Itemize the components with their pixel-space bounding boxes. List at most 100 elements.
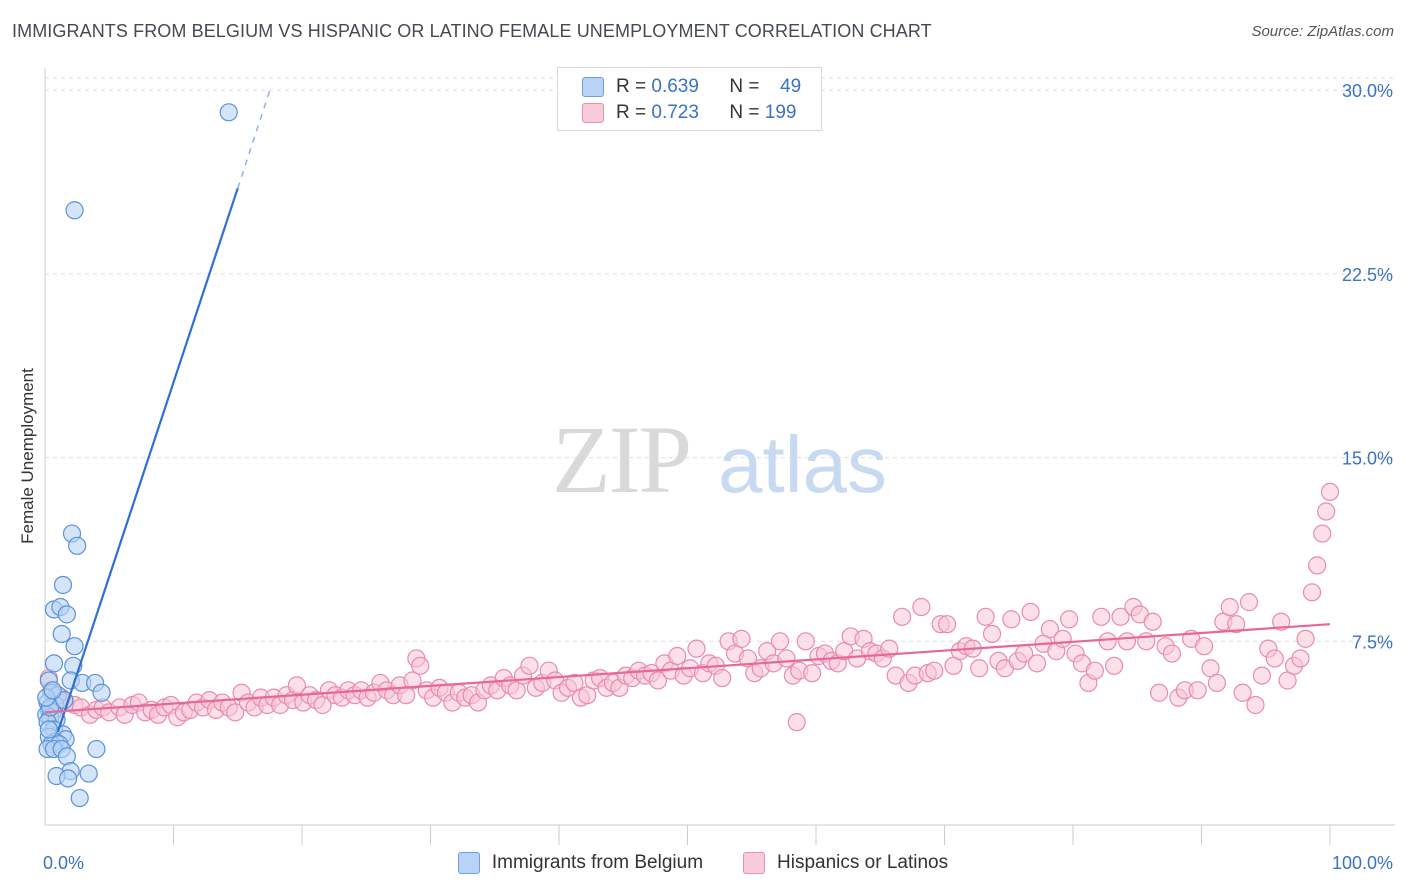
hispanic-point	[1317, 502, 1336, 521]
belgium-point	[79, 764, 98, 783]
belgium-point	[219, 103, 238, 122]
chart-title: IMMIGRANTS FROM BELGIUM VS HISPANIC OR L…	[12, 21, 932, 41]
belgium-point	[92, 683, 111, 702]
trend-lines	[44, 90, 1331, 733]
belgium-point	[39, 720, 58, 739]
hispanic-point	[1320, 482, 1340, 502]
belgium-point	[44, 654, 64, 673]
watermark-atlas: atlas	[718, 420, 887, 509]
hispanic-point	[1053, 629, 1072, 648]
legend-n-value: 49	[780, 76, 802, 97]
hispanic-point	[892, 607, 912, 626]
hispanic-point	[1313, 524, 1332, 543]
legend: R = 0.639 N = 49 R = 0.723 N = 199	[557, 67, 822, 131]
hispanic-point	[912, 597, 931, 617]
belgium-point	[65, 637, 84, 656]
series-name-hispanic: Hispanics or Latinos	[777, 852, 949, 873]
hispanic-point	[1143, 612, 1162, 631]
hispanic-point	[732, 629, 751, 648]
hispanic-point	[770, 632, 790, 651]
hispanic-point	[1149, 683, 1169, 702]
hispanic-point	[1105, 656, 1124, 675]
y-tick-label: 30.0%	[1342, 81, 1393, 101]
hispanic-point	[1040, 619, 1059, 639]
x-tick-label: 0.0%	[43, 853, 84, 873]
hispanic-point	[1246, 695, 1265, 715]
belgium-point	[57, 605, 76, 624]
legend-r-value: 0.723	[651, 102, 699, 123]
hispanic-point	[687, 639, 706, 658]
tick-labels: 7.5% 15.0% 22.5% 30.0% 0.0% 100.0%	[43, 81, 1393, 873]
watermark: ZIP atlas	[552, 406, 887, 513]
legend-r-label: R =	[616, 102, 647, 123]
hispanic-point	[1092, 607, 1111, 626]
legend-row-belgium: R = 0.639 N = 49	[582, 74, 801, 100]
hispanic-point	[1117, 632, 1137, 651]
hispanic-point	[1233, 683, 1252, 702]
belgium-point	[55, 690, 74, 710]
hispanic-point	[1002, 610, 1021, 629]
legend-n-label: N =	[729, 76, 760, 97]
hispanic-point	[1296, 629, 1315, 648]
belgium-point	[43, 681, 62, 700]
legend-r-label: R =	[616, 76, 647, 97]
legend-n-label: N =	[729, 102, 760, 123]
hispanic-point	[1239, 593, 1259, 612]
hispanic-points	[39, 482, 1340, 732]
belgium-point	[59, 769, 78, 788]
legend-n-value: 199	[764, 102, 797, 123]
y-tick-label: 15.0%	[1342, 449, 1393, 469]
hispanic-point	[403, 671, 422, 690]
hispanic-point	[1162, 644, 1182, 663]
hispanic-point	[520, 656, 539, 675]
hispanic-point	[1060, 610, 1079, 629]
hispanic-point	[1098, 632, 1117, 651]
belgium-point	[68, 536, 87, 555]
series-swatch-hispanic	[743, 852, 766, 874]
belgium-points	[37, 103, 238, 808]
y-tick-label: 7.5%	[1352, 632, 1393, 652]
belgium-trend-line	[56, 187, 239, 733]
hispanic-point	[937, 615, 957, 634]
series-legend-hispanic: Hispanics or Latinos	[743, 852, 948, 874]
hispanic-point	[1085, 661, 1104, 680]
hispanic-point	[925, 661, 944, 680]
hispanic-point	[1194, 637, 1214, 656]
hispanic-point	[970, 659, 989, 678]
hispanic-point	[1027, 654, 1047, 673]
belgium-trend-extension	[237, 90, 271, 189]
x-tick-label: 100.0%	[1332, 853, 1393, 873]
series-legend-belgium: Immigrants from Belgium	[457, 852, 704, 874]
chart-source: Source: ZipAtlas.com	[1251, 23, 1394, 40]
hispanic-point	[668, 646, 687, 666]
hispanic-point	[796, 632, 815, 651]
hispanic-point	[1207, 673, 1227, 693]
hispanic-point	[1227, 615, 1246, 634]
hispanic-point	[982, 624, 1002, 644]
hispanic-point	[713, 668, 732, 688]
hispanic-point	[777, 649, 796, 668]
hispanic-point	[226, 703, 245, 722]
hispanic-point	[1302, 583, 1322, 602]
belgium-point	[53, 575, 73, 595]
belgium-point	[65, 201, 84, 220]
legend-r-value: 0.639	[651, 76, 699, 97]
legend-row-hispanic: R = 0.723 N = 199	[582, 100, 796, 126]
hispanic-point	[1308, 556, 1327, 575]
hispanic-point	[880, 639, 899, 658]
hispanic-point	[1291, 649, 1310, 668]
hispanic-trend-line	[44, 623, 1331, 714]
hispanic-point	[1272, 612, 1291, 631]
y-tick-label: 22.5%	[1342, 265, 1393, 285]
legend-swatch-hispanic	[582, 103, 604, 123]
series-name-belgium: Immigrants from Belgium	[491, 852, 704, 873]
hispanic-point	[787, 713, 806, 732]
hispanic-point	[1021, 602, 1040, 622]
hispanic-point	[648, 671, 668, 690]
axes	[44, 68, 1395, 845]
hispanic-point	[1252, 666, 1271, 685]
belgium-point	[70, 788, 89, 808]
series-legend: Immigrants from Belgium Hispanics or Lat…	[0, 852, 1406, 874]
watermark-zip: ZIP	[552, 406, 690, 513]
